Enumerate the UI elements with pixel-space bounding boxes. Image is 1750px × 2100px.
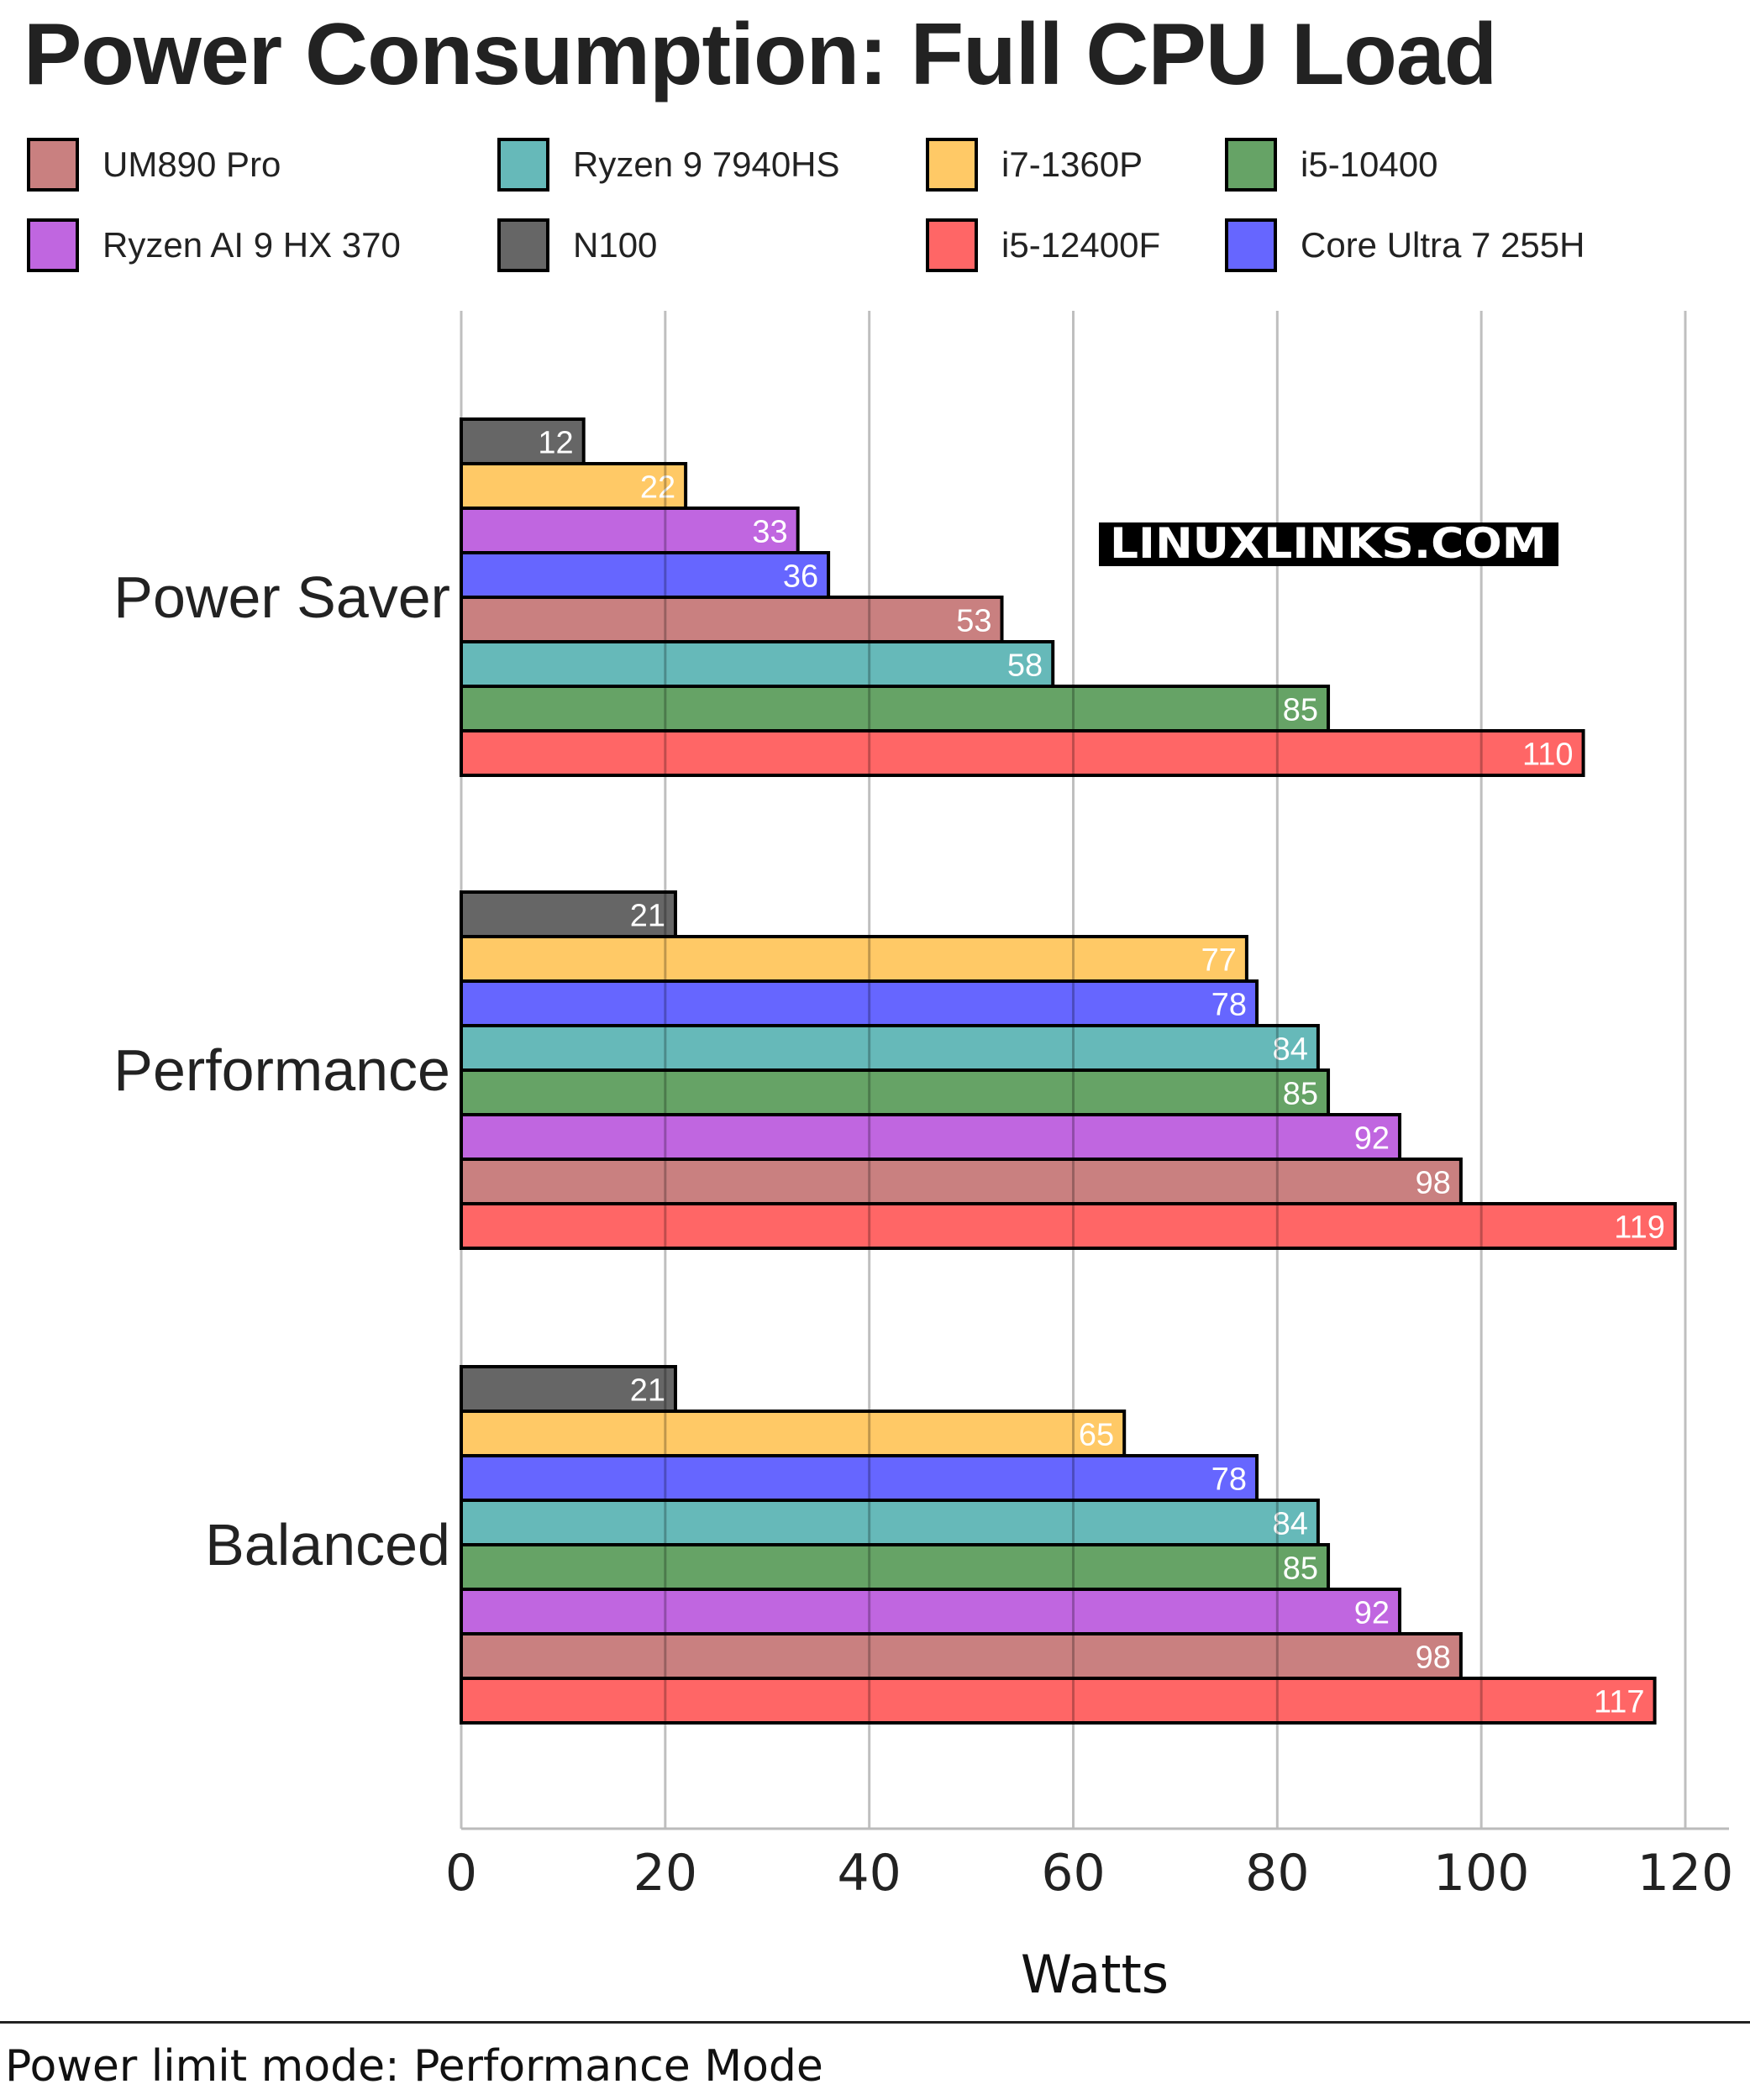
legend-item: i5-10400 — [1225, 134, 1437, 195]
bar-value-label: 84 — [1273, 1032, 1308, 1068]
bar — [460, 1113, 1402, 1161]
bar-value-label: 92 — [1354, 1596, 1390, 1631]
watermark-logo: LINUXLINKS.COM — [1110, 519, 1547, 568]
bar-value-label: 85 — [1283, 1077, 1318, 1112]
legend-label: N100 — [573, 225, 658, 265]
legend-item: N100 — [497, 215, 657, 276]
bar-value-label: 117 — [1594, 1685, 1645, 1720]
footer-note: Power limit mode: Performance Mode — [5, 2041, 823, 2092]
legend-item: Ryzen 9 7940HS — [497, 134, 840, 195]
legend-swatch — [926, 138, 978, 192]
bar-value-label: 58 — [1007, 648, 1043, 684]
legend-swatch — [1225, 138, 1277, 192]
bar — [460, 596, 1004, 643]
bar — [460, 1499, 1320, 1546]
bar — [460, 1454, 1259, 1502]
bar — [460, 1543, 1331, 1591]
legend-swatch — [497, 138, 549, 192]
bar — [460, 417, 586, 465]
legend-swatch — [1225, 218, 1277, 272]
bar — [460, 1024, 1320, 1072]
legend-swatch — [497, 218, 549, 272]
bar — [460, 1158, 1463, 1205]
x-axis-title: Watts — [1021, 1944, 1169, 2005]
bar — [460, 507, 800, 554]
bar-value-label: 98 — [1416, 1641, 1451, 1676]
legend-item: i5-12400F — [926, 215, 1160, 276]
bar-value-label: 110 — [1522, 738, 1574, 773]
bar — [460, 551, 831, 599]
bar-value-label: 65 — [1079, 1418, 1114, 1453]
bar — [460, 1365, 677, 1413]
bar-value-label: 92 — [1354, 1121, 1390, 1157]
legend-swatch — [926, 218, 978, 272]
bar-value-label: 12 — [538, 426, 573, 461]
legend-label: UM890 Pro — [102, 144, 281, 184]
legend-item: UM890 Pro — [27, 134, 281, 195]
legend-label: i5-10400 — [1301, 144, 1438, 184]
x-tick-label: 0 — [445, 1844, 477, 1903]
bar-value-label: 119 — [1614, 1210, 1665, 1246]
bar — [460, 1202, 1677, 1250]
bar — [460, 1677, 1657, 1725]
bar-value-label: 98 — [1416, 1166, 1451, 1201]
x-tick-label: 20 — [633, 1844, 697, 1903]
bar-value-label: 53 — [956, 604, 991, 639]
bar-value-label: 84 — [1273, 1507, 1308, 1542]
bar — [460, 1632, 1463, 1680]
legend-label: Core Ultra 7 255H — [1301, 225, 1585, 265]
x-tick-label: 60 — [1041, 1844, 1105, 1903]
bar-value-label: 21 — [630, 1373, 665, 1409]
bar-value-label: 36 — [783, 559, 818, 595]
legend-label: i7-1360P — [1001, 144, 1143, 184]
legend-label: Ryzen 9 7940HS — [573, 144, 840, 184]
bar — [460, 1410, 1127, 1457]
bar-value-label: 22 — [640, 470, 675, 506]
legend-label: i5-12400F — [1001, 225, 1161, 265]
bar — [460, 685, 1331, 732]
legend-item: i7-1360P — [926, 134, 1143, 195]
x-tick-label: 100 — [1433, 1844, 1530, 1903]
x-tick-label: 80 — [1245, 1844, 1309, 1903]
bar — [460, 640, 1055, 688]
footer-divider — [0, 2021, 1750, 2024]
bar — [460, 1068, 1331, 1116]
bar — [460, 979, 1259, 1027]
legend-item: Core Ultra 7 255H — [1225, 215, 1584, 276]
legend-swatch — [27, 138, 79, 192]
bar-value-label: 77 — [1201, 943, 1237, 979]
chart-title: Power Consumption: Full CPU Load — [24, 6, 1497, 103]
bar — [460, 1588, 1402, 1635]
bar-value-label: 33 — [752, 515, 787, 550]
watermark-background — [1099, 522, 1558, 566]
bar-value-label: 85 — [1283, 693, 1318, 728]
legend-label: Ryzen AI 9 HX 370 — [102, 225, 401, 265]
category-label: Performance — [113, 1037, 450, 1103]
category-label: Power Saver — [113, 564, 450, 630]
bar-value-label: 21 — [630, 899, 665, 934]
x-tick-label: 40 — [837, 1844, 901, 1903]
x-tick-label: 120 — [1637, 1844, 1734, 1903]
bar — [460, 729, 1585, 777]
bar — [460, 935, 1248, 983]
bar-value-label: 85 — [1283, 1551, 1318, 1587]
legend-item: Ryzen AI 9 HX 370 — [27, 215, 401, 276]
bar-value-label: 78 — [1211, 988, 1247, 1023]
legend-swatch — [27, 218, 79, 272]
category-label: Balanced — [205, 1512, 450, 1578]
bar-value-label: 78 — [1211, 1462, 1247, 1498]
